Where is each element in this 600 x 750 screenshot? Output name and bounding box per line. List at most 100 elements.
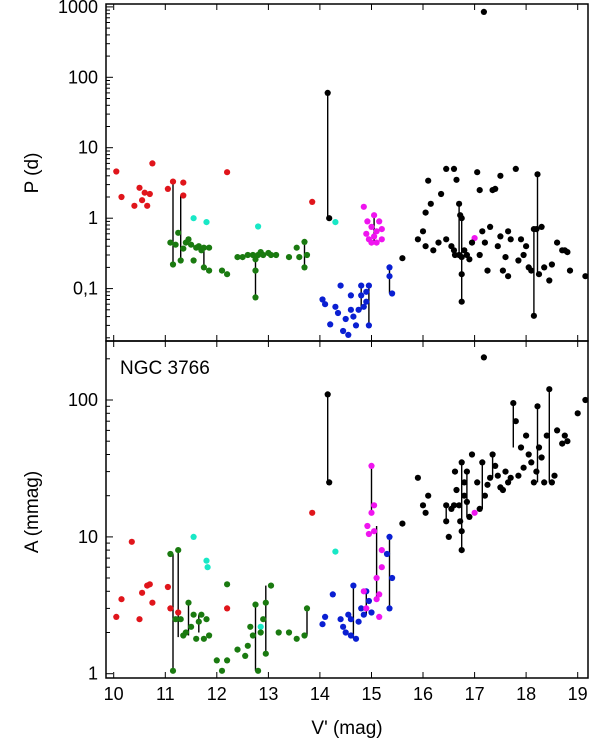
x-tick-label: 13 xyxy=(258,684,278,704)
amplitude-y-tick-label: 10 xyxy=(78,527,98,547)
x-tick-label: 12 xyxy=(207,684,227,704)
amplitude-point-black-22 xyxy=(463,498,470,505)
amplitude-point-black-54 xyxy=(543,432,550,439)
x-axis-label: V' (mag) xyxy=(311,718,382,739)
period-point-red-2 xyxy=(131,202,138,209)
period-point-green-1 xyxy=(169,261,177,268)
amplitude-point-blue-1 xyxy=(322,613,329,621)
amplitude-point-green-35 xyxy=(301,632,308,639)
period-point-black-16 xyxy=(450,165,458,172)
amplitude-point-black-6 xyxy=(425,492,432,499)
amplitude-point-blue-15 xyxy=(365,597,372,605)
amplitude-point-black-55 xyxy=(546,386,553,393)
amplitude-point-cyan-3 xyxy=(257,623,264,630)
amplitude-y-tick-label: 1 xyxy=(88,664,98,684)
period-point-magenta-0 xyxy=(360,203,367,210)
period-point-black-60 xyxy=(538,223,545,230)
amplitude-point-black-36 xyxy=(499,486,506,494)
period-point-cyan-0 xyxy=(190,215,197,222)
amplitude-point-green-32 xyxy=(275,629,282,636)
period-point-black-45 xyxy=(505,228,512,235)
period-point-blue-11 xyxy=(350,313,357,320)
period-point-green-3 xyxy=(175,229,182,236)
amplitude-point-green-9 xyxy=(190,611,197,618)
period-point-black-1 xyxy=(326,215,333,222)
period-point-black-33 xyxy=(479,228,486,235)
amplitude-point-green-31 xyxy=(267,582,275,589)
amplitude-point-magenta-0 xyxy=(360,588,367,595)
period-point-magenta-9 xyxy=(373,239,380,246)
amplitude-point-black-28 xyxy=(480,354,487,361)
period-point-black-13 xyxy=(443,165,450,172)
amplitude-point-red-11 xyxy=(224,605,231,612)
amplitude-point-black-16 xyxy=(458,547,465,554)
period-point-green-34 xyxy=(296,254,303,261)
period-point-green-21 xyxy=(244,251,251,259)
amplitude-point-blue-0 xyxy=(319,621,326,628)
amplitude-point-green-29 xyxy=(262,650,269,657)
period-point-black-51 xyxy=(520,251,527,259)
amplitude-point-green-10 xyxy=(193,635,200,642)
period-y-axis-label: P (d) xyxy=(22,153,43,194)
period-point-black-10 xyxy=(435,239,442,246)
amplitude-point-red-9 xyxy=(167,605,174,612)
period-point-green-20 xyxy=(239,254,246,261)
amplitude-point-green-17 xyxy=(218,667,226,674)
period-point-blue-2 xyxy=(327,321,334,328)
period-point-magenta-11 xyxy=(378,226,385,233)
amplitude-point-black-21 xyxy=(463,468,470,475)
period-point-blue-21 xyxy=(386,264,393,271)
period-point-red-5 xyxy=(141,189,148,196)
amplitude-point-black-44 xyxy=(520,464,527,471)
period-point-black-52 xyxy=(523,243,530,250)
period-point-black-57 xyxy=(533,226,540,233)
period-point-black-56 xyxy=(530,312,538,319)
amplitude-point-green-6 xyxy=(182,629,189,636)
period-point-red-10 xyxy=(169,178,177,185)
period-point-blue-16 xyxy=(360,303,367,310)
period-point-cyan-3 xyxy=(332,219,339,226)
period-point-blue-15 xyxy=(358,292,365,299)
amplitude-panel: 1 10 100 A (mmag) NGC 3766 xyxy=(22,340,589,684)
period-data-points xyxy=(113,8,589,338)
amplitude-point-black-29 xyxy=(481,492,488,499)
amplitude-point-red-4 xyxy=(139,589,146,596)
period-point-green-14 xyxy=(200,264,207,271)
amplitude-point-black-4 xyxy=(419,502,427,509)
period-point-black-34 xyxy=(480,8,487,15)
period-point-blue-10 xyxy=(347,306,354,313)
amplitude-point-black-32 xyxy=(489,451,496,458)
amplitude-point-black-59 xyxy=(559,440,566,447)
period-point-red-13 xyxy=(224,169,231,176)
period-y-tick-label: 1 xyxy=(88,208,98,228)
amplitude-point-green-26 xyxy=(255,667,262,674)
period-point-green-0 xyxy=(167,239,174,246)
amplitude-point-blue-18 xyxy=(386,605,393,612)
x-tick-label: 18 xyxy=(516,684,536,704)
period-point-green-9 xyxy=(190,257,197,264)
period-point-green-36 xyxy=(301,264,308,271)
period-point-black-5 xyxy=(422,209,429,216)
period-point-black-6 xyxy=(422,243,429,250)
period-point-green-5 xyxy=(180,245,187,252)
amplitude-point-red-6 xyxy=(146,581,153,588)
amplitude-point-black-7 xyxy=(443,502,450,509)
period-point-black-48 xyxy=(512,165,519,172)
amplitude-point-black-34 xyxy=(494,472,501,479)
amplitude-point-cyan-4 xyxy=(332,548,339,555)
amplitude-point-black-42 xyxy=(515,472,522,479)
period-point-blue-23 xyxy=(389,290,396,297)
amplitude-point-black-23 xyxy=(466,513,473,521)
period-point-green-33 xyxy=(293,244,300,251)
period-point-black-18 xyxy=(453,176,460,183)
amplitude-point-red-12 xyxy=(309,509,316,516)
period-point-black-69 xyxy=(582,273,589,280)
amplitude-point-green-18 xyxy=(224,657,231,664)
amplitude-point-green-33 xyxy=(285,629,293,636)
period-point-black-12 xyxy=(443,236,450,243)
period-point-green-32 xyxy=(285,254,293,261)
amplitude-point-green-27 xyxy=(257,629,264,636)
amplitude-point-green-4 xyxy=(177,616,184,623)
amplitude-point-black-47 xyxy=(528,459,535,466)
period-point-black-3 xyxy=(414,236,421,243)
